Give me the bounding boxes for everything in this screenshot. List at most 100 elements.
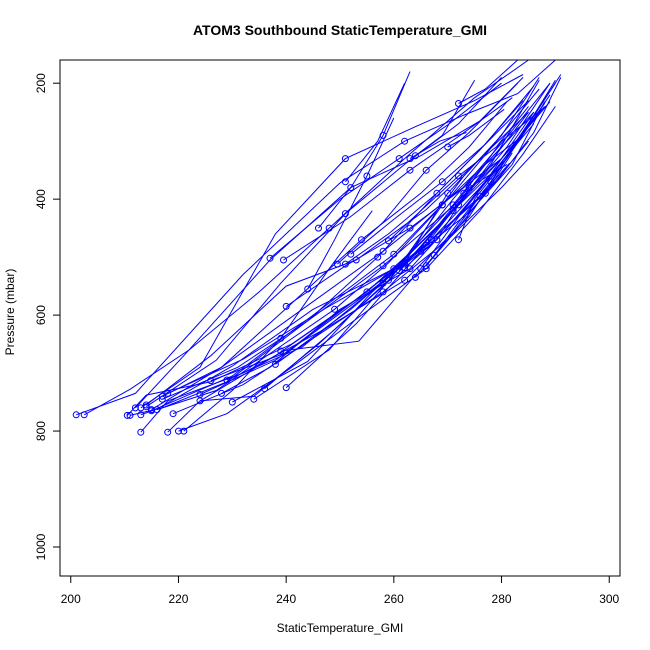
profile-line <box>140 74 524 409</box>
profile-line <box>156 210 438 411</box>
x-tick-label: 300 <box>599 592 619 606</box>
profile-data-point <box>374 253 382 261</box>
profile-line <box>83 60 529 416</box>
profile-start-point <box>126 411 134 419</box>
profile-line <box>145 77 502 408</box>
profile-start-point <box>282 384 290 392</box>
profile-line <box>336 82 519 265</box>
profile-start-point <box>455 100 462 107</box>
y-tick-label: 200 <box>34 73 48 93</box>
profile-data-point <box>277 334 285 342</box>
profile-line <box>415 80 476 157</box>
x-tick-label: 280 <box>492 592 512 606</box>
profile-data-point <box>449 201 457 209</box>
profile-start-point <box>341 178 349 186</box>
y-tick-label: 800 <box>34 421 48 441</box>
profile-data-point <box>438 178 446 186</box>
profile-start-point <box>333 260 341 268</box>
profile-line <box>382 135 524 284</box>
profile-line <box>458 158 508 240</box>
profile-start-point <box>411 273 419 281</box>
profile-start-point <box>137 428 145 436</box>
profile-start-point <box>72 411 80 419</box>
profile-data-point <box>406 166 414 174</box>
profile-start-point <box>347 250 355 258</box>
profile-data-point <box>422 166 430 174</box>
profile-line <box>135 77 524 409</box>
profile-start-point <box>207 377 215 385</box>
profile-line <box>172 140 545 415</box>
profile-line <box>178 106 556 432</box>
profile-start-point <box>444 143 452 151</box>
profile-start-point <box>137 411 145 419</box>
profile-start-point <box>266 254 274 262</box>
y-tick-label: 400 <box>34 189 48 209</box>
x-tick-label: 200 <box>61 592 81 606</box>
profile-line <box>167 77 562 433</box>
profile-start-point <box>411 152 419 160</box>
profile-line <box>388 106 529 242</box>
profile-line <box>76 60 556 416</box>
profile-start-point <box>80 411 88 419</box>
profile-line <box>275 88 540 365</box>
profile-start-point <box>282 302 290 310</box>
profile-data-point <box>465 184 473 192</box>
plot-frame <box>59 59 621 577</box>
profile-line <box>183 210 373 432</box>
profile-line <box>441 140 497 206</box>
profile-line <box>415 162 510 278</box>
profile-data-point <box>379 288 387 296</box>
profile-start-point <box>218 389 225 397</box>
profile-line <box>283 97 513 261</box>
profile-start-point <box>131 404 139 412</box>
chart-title: ATOM3 Southbound StaticTemperature_GMI <box>193 22 487 38</box>
y-tick-label: 600 <box>34 305 48 325</box>
profile-data-point <box>406 224 414 232</box>
profile-data-point <box>341 155 349 163</box>
profile-line <box>307 117 395 290</box>
profile-data-point <box>455 201 462 209</box>
profile-line <box>398 104 548 271</box>
plot-series-group <box>72 60 562 436</box>
profile-start-point <box>153 406 161 414</box>
profile-start-point <box>164 389 172 397</box>
profile-start-point <box>280 256 287 264</box>
profile-start-point <box>169 410 177 418</box>
y-axis: 200 400 600 800 1000 <box>34 73 61 560</box>
profile-line <box>126 80 540 416</box>
profile-start-point <box>250 395 258 403</box>
profile-line <box>151 101 508 411</box>
profile-start-point <box>148 406 155 414</box>
profile-line <box>199 111 535 395</box>
x-axis: 200 220 240 260 280 300 <box>61 575 620 606</box>
profile-data-point <box>341 210 349 218</box>
profile-line <box>404 163 508 268</box>
profile-line <box>129 101 551 416</box>
profile-data-point <box>379 247 387 255</box>
profile-start-point <box>406 155 414 163</box>
profile-start-point <box>438 201 446 209</box>
profile-start-point <box>379 279 387 287</box>
profile-data-point <box>481 189 489 197</box>
profile-line <box>280 123 535 352</box>
profile-data-point <box>401 137 409 145</box>
profile-start-point <box>180 427 188 435</box>
profile-start-point <box>385 237 392 245</box>
profile-line <box>318 71 411 229</box>
profile-start-point <box>455 236 462 244</box>
profile-start-point <box>341 260 349 268</box>
profile-start-point <box>395 267 403 274</box>
profile-line <box>151 77 540 412</box>
profile-line <box>345 100 524 265</box>
profile-line <box>226 82 551 381</box>
x-axis-label: StaticTemperature_GMI <box>277 621 404 635</box>
profile-start-point <box>422 262 430 270</box>
profile-start-point <box>228 398 236 406</box>
profile-data-point <box>331 305 339 313</box>
profile-data-point <box>363 172 371 180</box>
profile-start-point <box>401 264 409 272</box>
x-tick-label: 240 <box>276 592 296 606</box>
profile-data-point <box>401 276 409 284</box>
x-tick-label: 220 <box>168 592 188 606</box>
